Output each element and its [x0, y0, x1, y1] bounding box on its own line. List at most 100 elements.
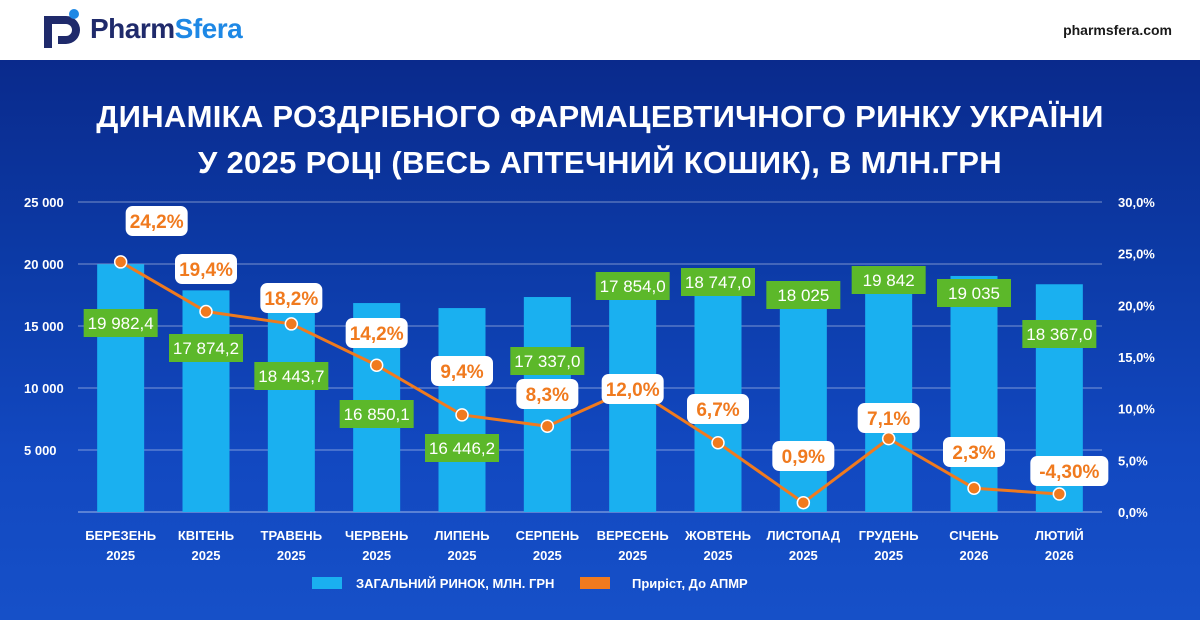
- x-tick-label-month: ГРУДЕНЬ: [859, 528, 919, 543]
- x-tick-label-year: 2025: [277, 548, 306, 563]
- growth-value-label-bg: [687, 394, 749, 424]
- bar-value-label-bg: [766, 281, 841, 309]
- bar-value-label-bg: [254, 362, 329, 390]
- growth-point: [796, 495, 811, 510]
- growth-point: [711, 436, 725, 450]
- bar-value-label-bg: [595, 272, 670, 300]
- growth-value-label-bg: [1030, 456, 1109, 486]
- growth-value-label-bg: [345, 318, 408, 348]
- y-right-tick-label: 25,0%: [1118, 247, 1155, 262]
- y-right-tick-label: 10,0%: [1118, 402, 1155, 417]
- bar-value-label: 17 337,0: [514, 352, 580, 371]
- chart-panel: ДИНАМІКА РОЗДРІБНОГО ФАРМАЦЕВТИЧНОГО РИН…: [0, 60, 1200, 620]
- chart-title-line-2: У 2025 РОЦІ (ВЕСЬ АПТЕЧНИЙ КОШИК), В МЛН…: [198, 145, 1002, 180]
- x-tick-label-year: 2025: [704, 548, 733, 563]
- x-tick-label-year: 2025: [192, 548, 221, 563]
- growth-line: [119, 260, 1060, 505]
- growth-point: [369, 358, 384, 373]
- x-tick-label-year: 2026: [960, 548, 989, 563]
- growth-point: [1052, 487, 1067, 501]
- growth-point: [113, 255, 128, 269]
- growth-value-label: 0,9%: [782, 447, 825, 468]
- growth-value-label: 24,2%: [130, 212, 184, 233]
- bar-value-label-bg: [937, 279, 1011, 307]
- bar-value-label: 16 446,2: [429, 439, 495, 458]
- growth-value-label: 7,1%: [867, 409, 910, 430]
- growth-value-label-bg: [943, 437, 1005, 467]
- growth-value-label-bg: [857, 403, 920, 433]
- x-tick-label-month: СЕРПЕНЬ: [516, 528, 579, 543]
- growth-value-label: 2,3%: [952, 443, 995, 464]
- bar-value-label-bg: [83, 309, 158, 337]
- x-tick-label-year: 2025: [874, 548, 903, 563]
- y-left-tick-label: 20 000: [24, 257, 64, 272]
- bar: [779, 288, 827, 512]
- growth-point: [455, 408, 469, 422]
- growth-value-label: 19,4%: [179, 260, 233, 281]
- growth-point: [199, 304, 213, 319]
- bar-value-label: 16 850,1: [344, 405, 410, 424]
- brand-part-1: Pharm: [90, 13, 175, 44]
- chart-title-line-1: ДИНАМІКА РОЗДРІБНОГО ФАРМАЦЕВТИЧНОГО РИН…: [96, 99, 1104, 134]
- x-tick-label-year: 2025: [533, 548, 562, 563]
- growth-value-label: 14,2%: [350, 324, 404, 345]
- bar-value-label: 19 035: [948, 284, 1000, 303]
- x-tick-label-month: ТРАВЕНЬ: [261, 528, 323, 543]
- legend-bar-swatch: [312, 577, 342, 589]
- bar-value-label: 18 025: [777, 286, 829, 305]
- bar-value-label: 18 747,0: [685, 273, 751, 292]
- growth-value-label-bg: [175, 254, 237, 284]
- y-right-tick-label: 15,0%: [1118, 350, 1155, 365]
- x-tick-label-month: БЕРЕЗЕНЬ: [85, 528, 156, 543]
- x-tick-label-year: 2026: [1045, 548, 1074, 563]
- website-link[interactable]: pharmsfera.com: [1063, 22, 1172, 38]
- growth-value-label-bg: [601, 374, 664, 404]
- growth-value-label-bg: [772, 441, 835, 471]
- bar: [865, 265, 913, 512]
- chart-title: ДИНАМІКА РОЗДРІБНОГО ФАРМАЦЕВТИЧНОГО РИН…: [0, 94, 1200, 186]
- x-tick-label-month: ЛЮТИЙ: [1035, 528, 1084, 543]
- growth-value-label: 9,4%: [440, 362, 483, 383]
- x-tick-label-year: 2025: [448, 548, 477, 563]
- x-tick-label-year: 2025: [618, 548, 647, 563]
- growth-value-label: 6,7%: [696, 400, 739, 421]
- y-left-tick-label: 25 000: [24, 195, 64, 210]
- legend-line-label: Приріст, До АПМР: [632, 576, 748, 591]
- header-bar: PharmSfera pharmsfera.com: [0, 0, 1200, 60]
- x-tick-label-year: 2025: [362, 548, 391, 563]
- combo-chart: 5 000 10 000 15 000 20 000 25 000 0,0% 5,0% 10,…: [24, 195, 1155, 591]
- legend-line-swatch: [580, 577, 610, 589]
- y-right-tick-label: 30,0%: [1118, 195, 1155, 210]
- y-left-tick-label: 5 000: [24, 443, 57, 458]
- bar-value-label-bg: [169, 334, 243, 362]
- brand-part-2: Sfera: [174, 13, 243, 44]
- growth-value-label-bg: [260, 283, 323, 313]
- x-tick-label-month: ЧЕРВЕНЬ: [345, 528, 408, 543]
- bar-value-label-bg: [425, 434, 499, 462]
- bar-value-label: 19 842: [863, 271, 915, 290]
- bar-value-label: 17 874,2: [173, 339, 239, 358]
- x-tick-label-month: ЛИПЕНЬ: [434, 528, 489, 543]
- bar-value-label: 18 443,7: [258, 367, 324, 386]
- pharmsfera-logo-icon: [44, 9, 80, 48]
- y-right-tick-label: 20,0%: [1118, 298, 1155, 313]
- growth-point: [967, 481, 981, 495]
- growth-value-label-bg: [516, 379, 579, 409]
- growth-value-label: 12,0%: [606, 380, 660, 401]
- bar-value-label-bg: [681, 268, 755, 296]
- bar-value-label-bg: [339, 400, 414, 428]
- x-tick-label-year: 2025: [106, 548, 135, 563]
- bar: [950, 275, 998, 512]
- growth-point: [540, 419, 555, 433]
- growth-point: [284, 317, 299, 331]
- x-tick-label-year: 2025: [789, 548, 818, 563]
- y-left-tick-label: 15 000: [24, 319, 64, 334]
- growth-value-label-bg: [431, 356, 493, 386]
- bar-value-label-bg: [851, 266, 926, 294]
- growth-value-label-bg: [125, 206, 188, 236]
- growth-value-label: -4,30%: [1039, 462, 1099, 483]
- y-right-tick-label: 5,0%: [1118, 453, 1148, 468]
- growth-point: [881, 431, 896, 446]
- growth-value-label: 8,3%: [526, 385, 569, 406]
- growth-value-label: 18,2%: [264, 289, 318, 310]
